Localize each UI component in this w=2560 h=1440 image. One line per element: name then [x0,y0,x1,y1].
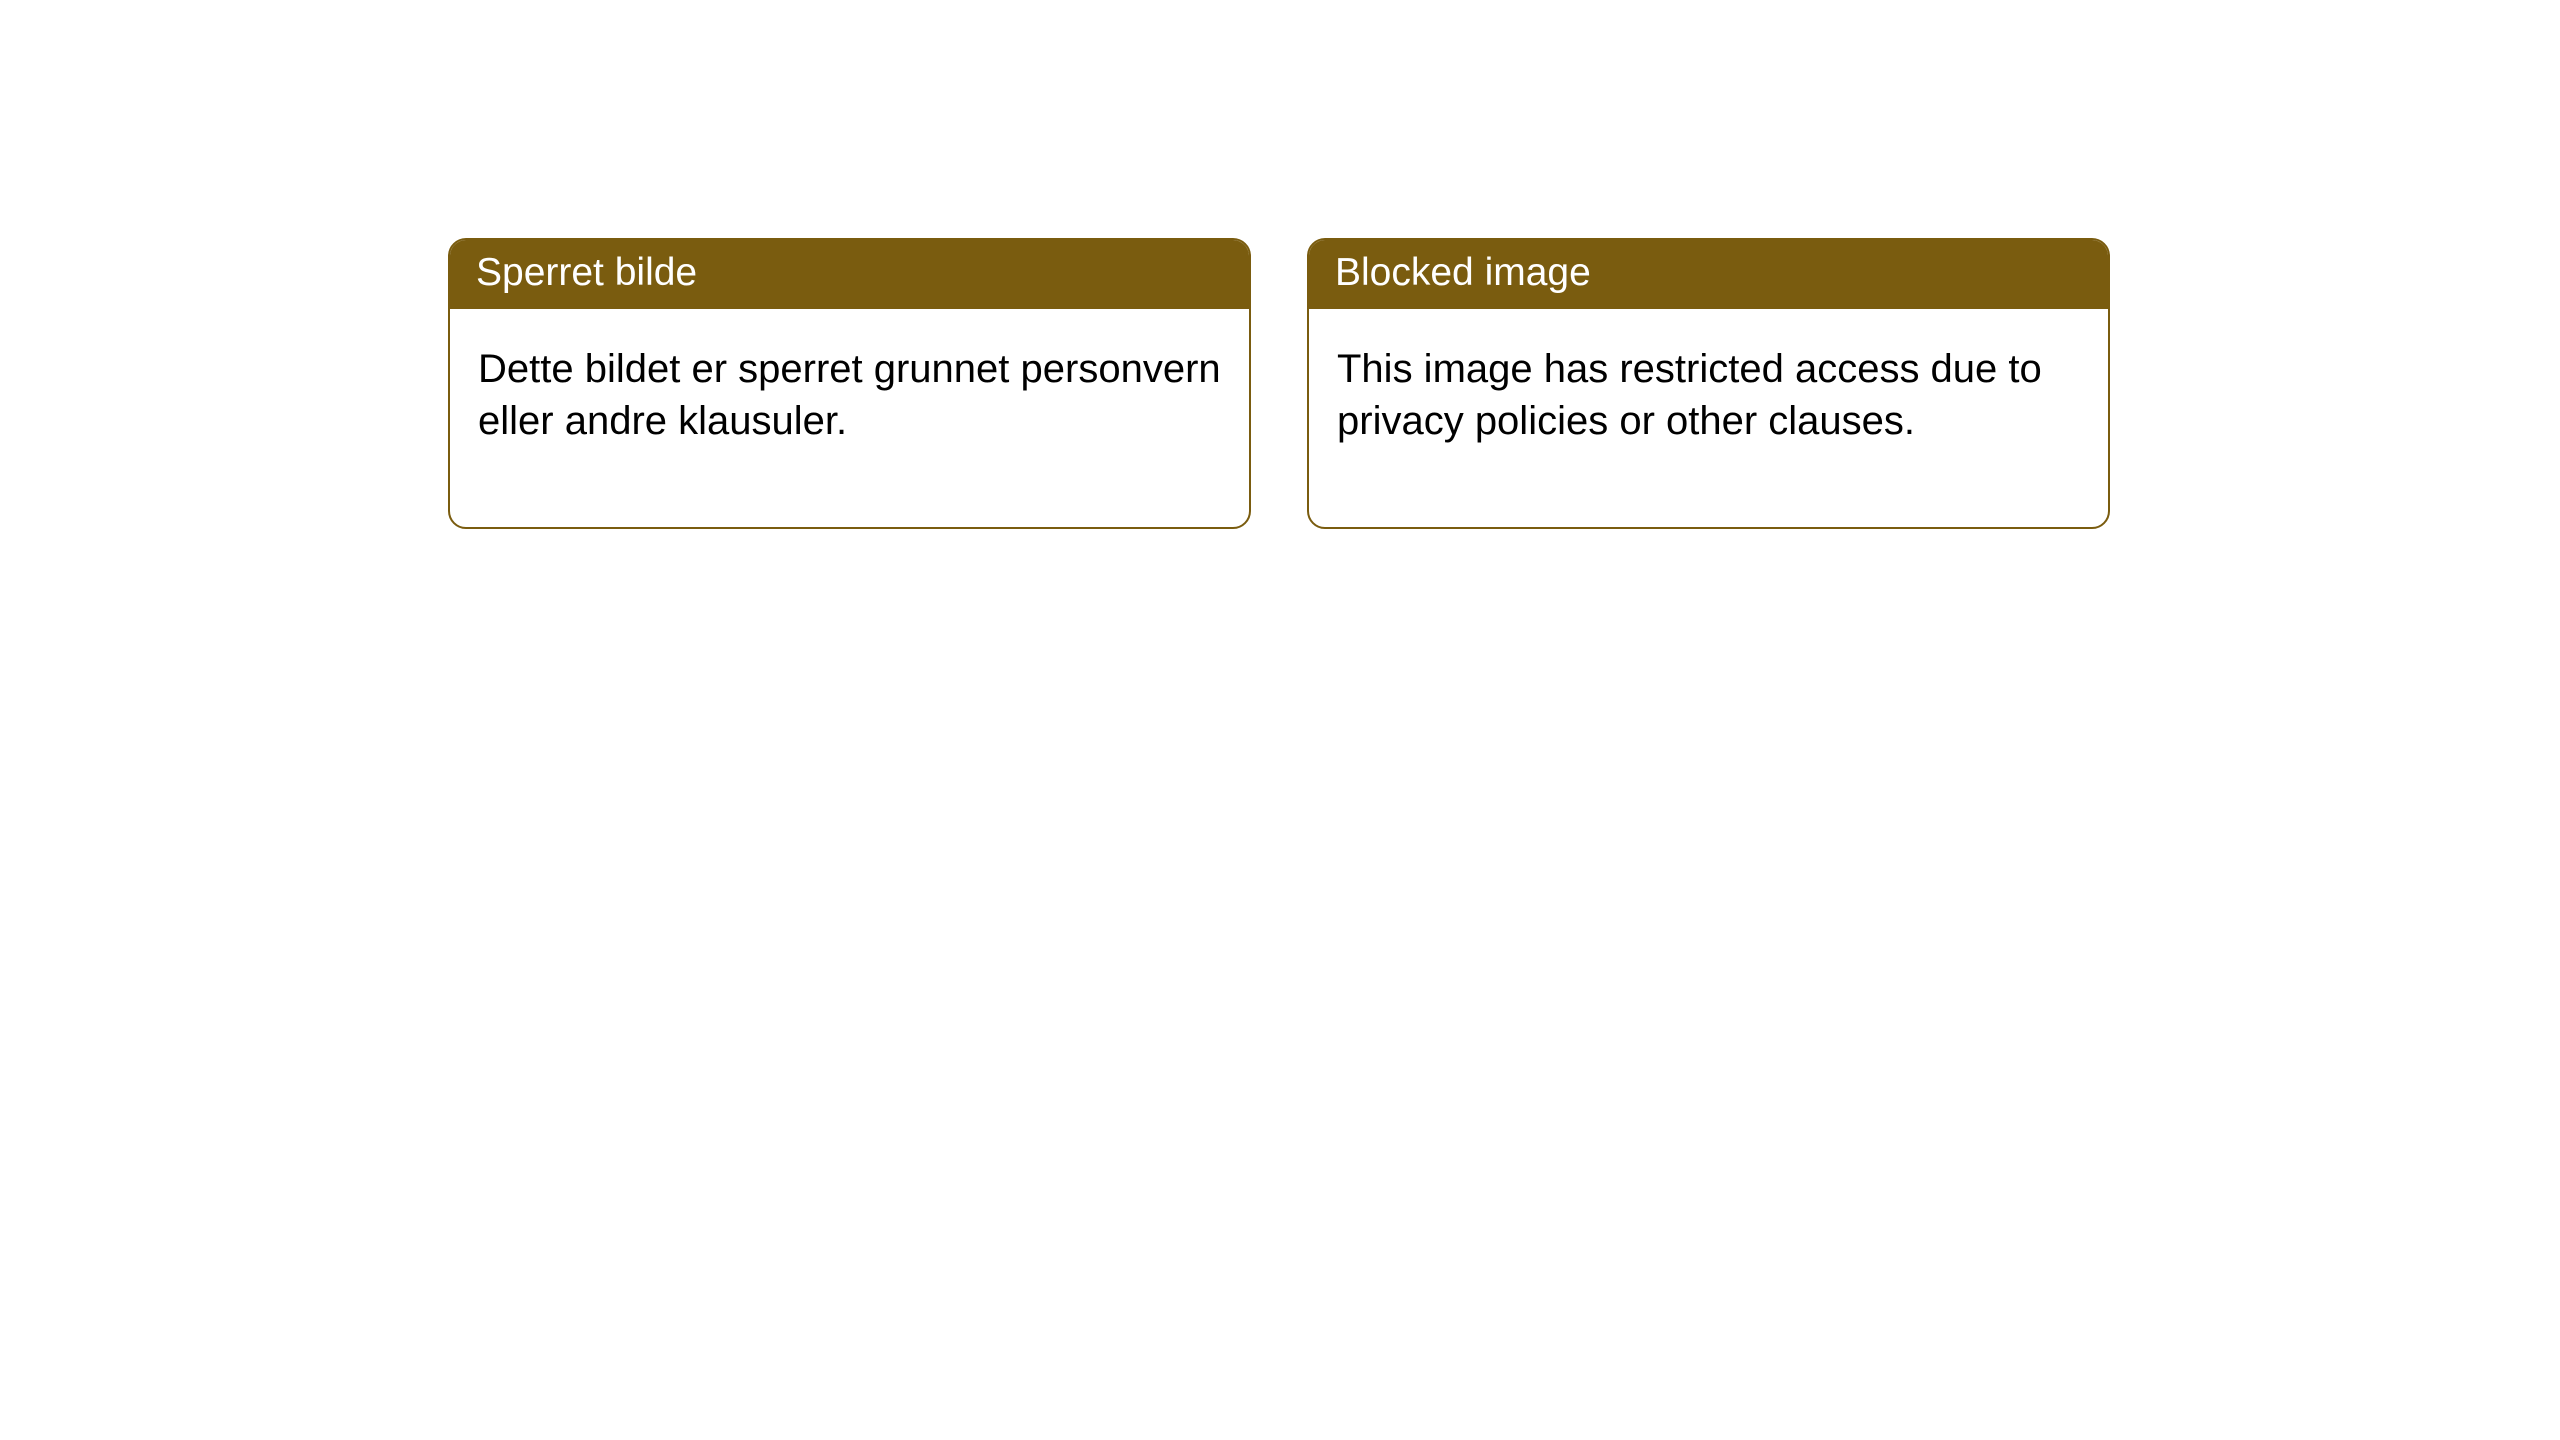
notice-header-english: Blocked image [1309,240,2108,309]
notice-header-norwegian: Sperret bilde [450,240,1249,309]
notice-container: Sperret bilde Dette bildet er sperret gr… [448,238,2110,529]
notice-body-norwegian: Dette bildet er sperret grunnet personve… [450,309,1249,527]
notice-card-english: Blocked image This image has restricted … [1307,238,2110,529]
notice-card-norwegian: Sperret bilde Dette bildet er sperret gr… [448,238,1251,529]
notice-body-english: This image has restricted access due to … [1309,309,2108,527]
